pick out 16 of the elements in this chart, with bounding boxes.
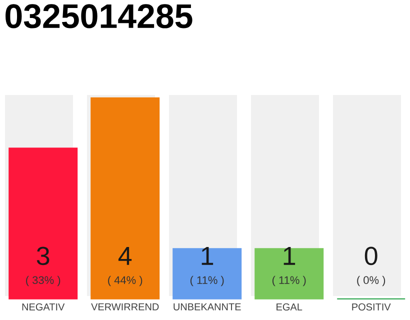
data-label: 1 xyxy=(202,246,214,265)
x-tick-label: EGAL xyxy=(276,303,302,310)
data-label: 0 xyxy=(364,246,378,266)
chart-title: 0325014285 xyxy=(6,4,192,28)
data-label: 3 xyxy=(36,246,50,266)
x-tick-label: VERWIRREND xyxy=(91,303,159,310)
annotation: ( 33% ) xyxy=(26,276,60,286)
x-tick-label: NEGATIV xyxy=(22,303,65,310)
data-label: 1 xyxy=(284,246,296,265)
annotation: ( 11% ) xyxy=(190,276,224,286)
x-tick-label: UNBEKANNTE xyxy=(174,303,241,310)
annotation: ( 0% ) xyxy=(357,276,386,286)
annotation: ( 44% ) xyxy=(108,276,142,286)
annotation: ( 11% ) xyxy=(272,276,306,286)
x-tick-label: POSITIV xyxy=(352,303,391,310)
data-label: 4 xyxy=(118,246,132,265)
